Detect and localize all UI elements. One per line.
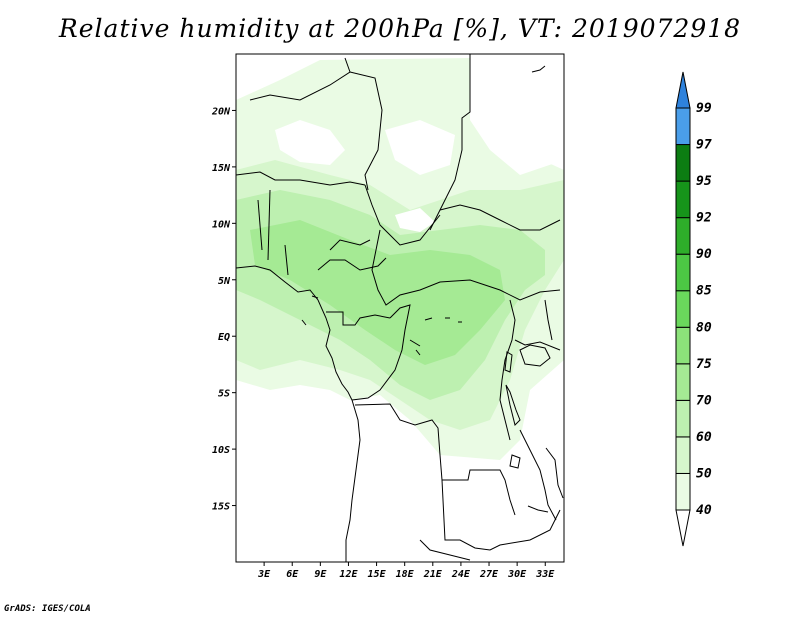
country-borders (236, 54, 564, 562)
lon-axis: 3E 6E 9E 12E 15E 18E 21E 24E 27E 30E 33E (257, 562, 555, 580)
dry-patch-sudan (470, 70, 564, 175)
lon-tick-label: 27E (479, 569, 499, 580)
colorbar-box (675, 253, 691, 292)
colorbar-box (675, 436, 691, 474)
colorbar-label: 75 (696, 357, 712, 372)
lat-tick-label: 15S (212, 502, 230, 513)
colorbar-box (675, 472, 691, 511)
map-title: Relative humidity at 200hPa [%], VT: 201… (58, 14, 742, 43)
colorbar-box (675, 180, 691, 219)
coastline-west (236, 265, 361, 562)
colorbar-label: 40 (696, 503, 712, 518)
plot-frame (235, 53, 565, 563)
lon-tick-label: 21E (423, 569, 443, 580)
dry-patch-chad (385, 120, 455, 175)
colorbar-label: 99 (696, 101, 712, 116)
colorbar: 40 50 60 70 75 80 85 90 92 95 97 99 (675, 71, 712, 547)
lat-tick-label: 20N (211, 106, 231, 117)
rh-75-region (250, 220, 505, 365)
grads-credit: GrADS: IGES/COLA (4, 604, 91, 614)
colorbar-label: 85 (696, 284, 712, 299)
colorbar-label: 60 (696, 430, 712, 445)
lon-tick-label: 12E (339, 569, 358, 580)
lat-tick-label: 10S (212, 445, 230, 456)
lon-tick-label: 30E (507, 569, 527, 580)
lon-tick-label: 3E (257, 569, 271, 580)
lat-tick-label: EQ (218, 332, 230, 343)
lon-tick-label: 18E (396, 569, 415, 580)
colorbar-box (675, 399, 691, 438)
lon-tick-label: 6E (286, 569, 299, 580)
colorbar-box (675, 144, 691, 182)
colorbar-label: 90 (696, 247, 712, 262)
colorbar-label: 95 (696, 174, 712, 189)
lat-tick-label: 5S (218, 389, 230, 400)
lat-tick-label: 5N (218, 276, 231, 287)
colorbar-box (675, 290, 691, 328)
colorbar-box (675, 326, 691, 365)
lon-tick-label: 24E (451, 569, 471, 580)
colorbar-box (675, 363, 691, 401)
lat-tick-label: 10N (212, 219, 231, 230)
colorbar-box (675, 217, 691, 255)
colorbar-box (675, 107, 691, 146)
colorbar-label: 92 (696, 211, 712, 226)
lon-tick-label: 33E (535, 569, 555, 580)
lon-tick-label: 15E (368, 569, 387, 580)
colorbar-label: 80 (696, 320, 712, 335)
colorbar-label: 50 (696, 466, 712, 481)
dry-patch-car (395, 208, 435, 232)
colorbar-label: 70 (696, 393, 712, 408)
colorbar-label: 97 (696, 138, 712, 153)
humidity-shading (236, 58, 564, 460)
colorbar-lower-extension (675, 509, 691, 547)
lon-tick-label: 9E (314, 569, 327, 580)
dry-patch-north (275, 120, 345, 165)
lat-axis: 20N 15N 10N 5N EQ 5S 10S 15S (211, 106, 236, 513)
lat-tick-label: 15N (212, 163, 231, 174)
colorbar-upper-extension (675, 71, 691, 109)
